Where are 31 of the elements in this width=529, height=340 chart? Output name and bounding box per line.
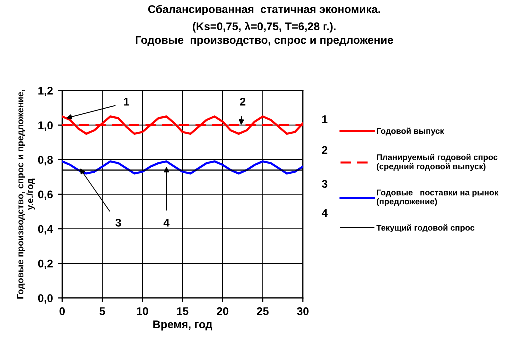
y-tick-label: 0,4 [38,225,54,235]
annotation: 1 [124,98,130,106]
line-series [62,160,304,175]
x-tick-label: 20 [217,308,229,316]
chart-subtitle: (Ks=0,75, λ=0,75, T=6,28 г.). Годовые производство, спрос и предложение [136,22,394,46]
annotation: 3 [116,218,122,227]
y-tick-label: 0,8 [38,156,54,166]
x-tick-label: 10 [137,308,148,316]
text: 1 [322,116,328,124]
text: 4 [322,209,328,218]
legend-label: Годовые поставки на рынок (предложение) [377,190,499,206]
y-tick-label: 0,6 [38,190,53,200]
y-tick-label: 0,0 [38,294,53,304]
x-tick-label: 15 [177,308,189,316]
legend-label: Планируемый годовой спрос (средний годовой выпуск) [377,154,498,172]
x-axis-title: Время, год [154,320,213,331]
legend-label: Текущий годовой спрос [376,224,475,233]
x-tick-label: 0 [60,308,66,316]
y-tick-label: 0,2 [38,260,53,270]
y-tick-label: 1,0 [38,122,53,132]
text: 2 [322,146,328,154]
x-tick-label: 30 [297,308,309,316]
y-axis-title: Годовые производство, спрос и предложение, у.е./год [17,90,36,299]
x-tick-label: 5 [100,308,106,316]
x-tick-label: 25 [257,308,269,316]
annotation: 2 [240,98,246,106]
y-tick-label: 1,2 [38,87,53,97]
annotation: 4 [164,219,170,227]
chart-title: Сбалансированная статичная экономика. [148,5,380,16]
text: 3 [322,180,328,188]
legend-label: Годовой выпуск [377,128,444,136]
